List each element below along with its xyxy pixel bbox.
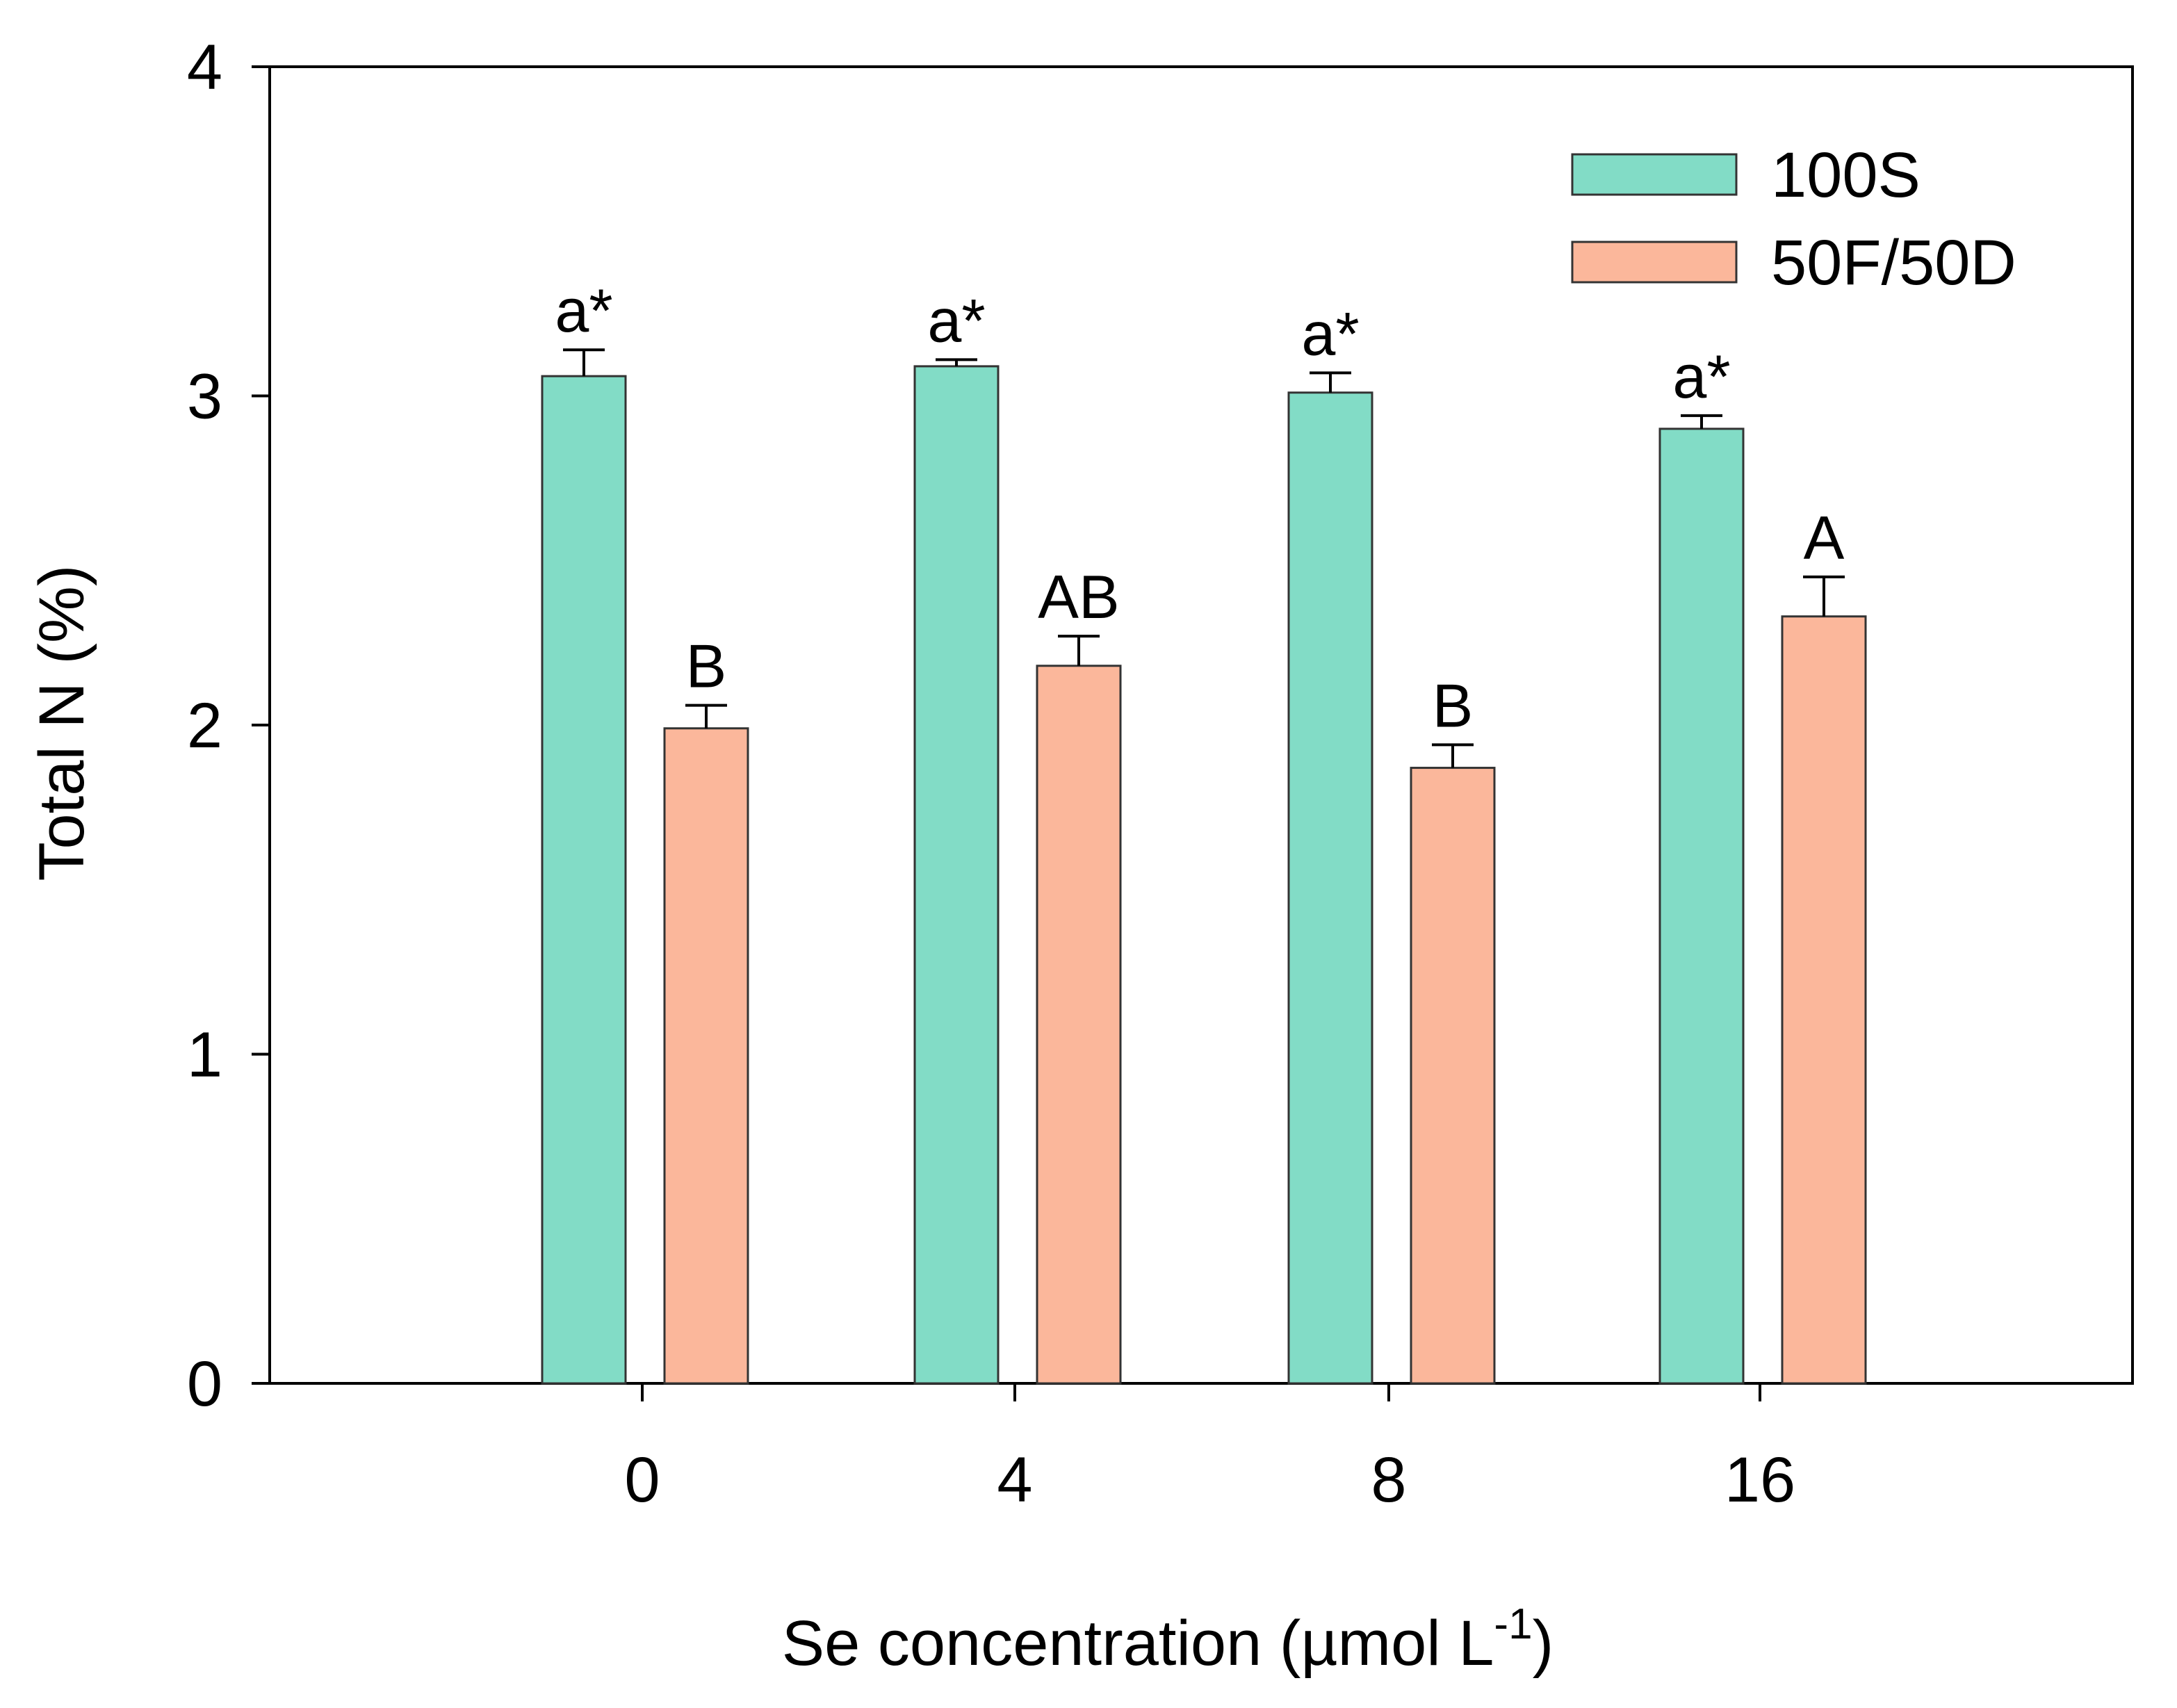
y-axis-title: Total N (%) (26, 565, 97, 881)
bar (1036, 665, 1122, 1385)
y-tick-label: 1 (187, 1020, 222, 1091)
data-label: B (1433, 671, 1474, 740)
plot-area: 0 1 2 3 4 0 4 8 16 a* a* a* a* B AB B A (187, 32, 2134, 1515)
y-tick-label: 4 (187, 32, 222, 103)
x-tick-label: 8 (1371, 1445, 1406, 1515)
x-tick-label: 4 (997, 1445, 1032, 1515)
x-axis-title: Se concentration (µmol L-1) (782, 1600, 1554, 1679)
legend-label: 50F/50D (1771, 227, 2016, 298)
x-tick-label: 0 (624, 1445, 660, 1515)
bar (1287, 391, 1373, 1385)
data-label: a* (927, 286, 985, 355)
data-label: AB (1038, 562, 1119, 631)
bar (1781, 615, 1867, 1385)
bar (1410, 767, 1496, 1385)
x-axis-title-superscript: -1 (1494, 1600, 1532, 1648)
bar (541, 375, 627, 1385)
y-tick-label: 2 (187, 690, 222, 761)
legend: 100S 50F/50D (1571, 140, 2016, 298)
data-label: a* (555, 276, 612, 345)
data-label: A (1804, 503, 1845, 572)
legend-swatch (1571, 241, 1738, 284)
data-label: a* (1672, 342, 1730, 411)
legend-swatch (1571, 153, 1738, 196)
bar (913, 365, 1000, 1385)
x-tick-label: 16 (1725, 1445, 1795, 1515)
x-axis-title-suffix: ) (1533, 1608, 1554, 1679)
legend-label: 100S (1771, 140, 1921, 211)
bar (663, 727, 749, 1385)
x-axis-title-text: Se concentration (µmol L (782, 1608, 1494, 1679)
y-tick-label: 3 (187, 361, 222, 432)
y-tick-label: 0 (187, 1349, 222, 1420)
data-label: a* (1301, 299, 1359, 368)
bar (1658, 428, 1745, 1385)
data-label: B (686, 632, 727, 701)
